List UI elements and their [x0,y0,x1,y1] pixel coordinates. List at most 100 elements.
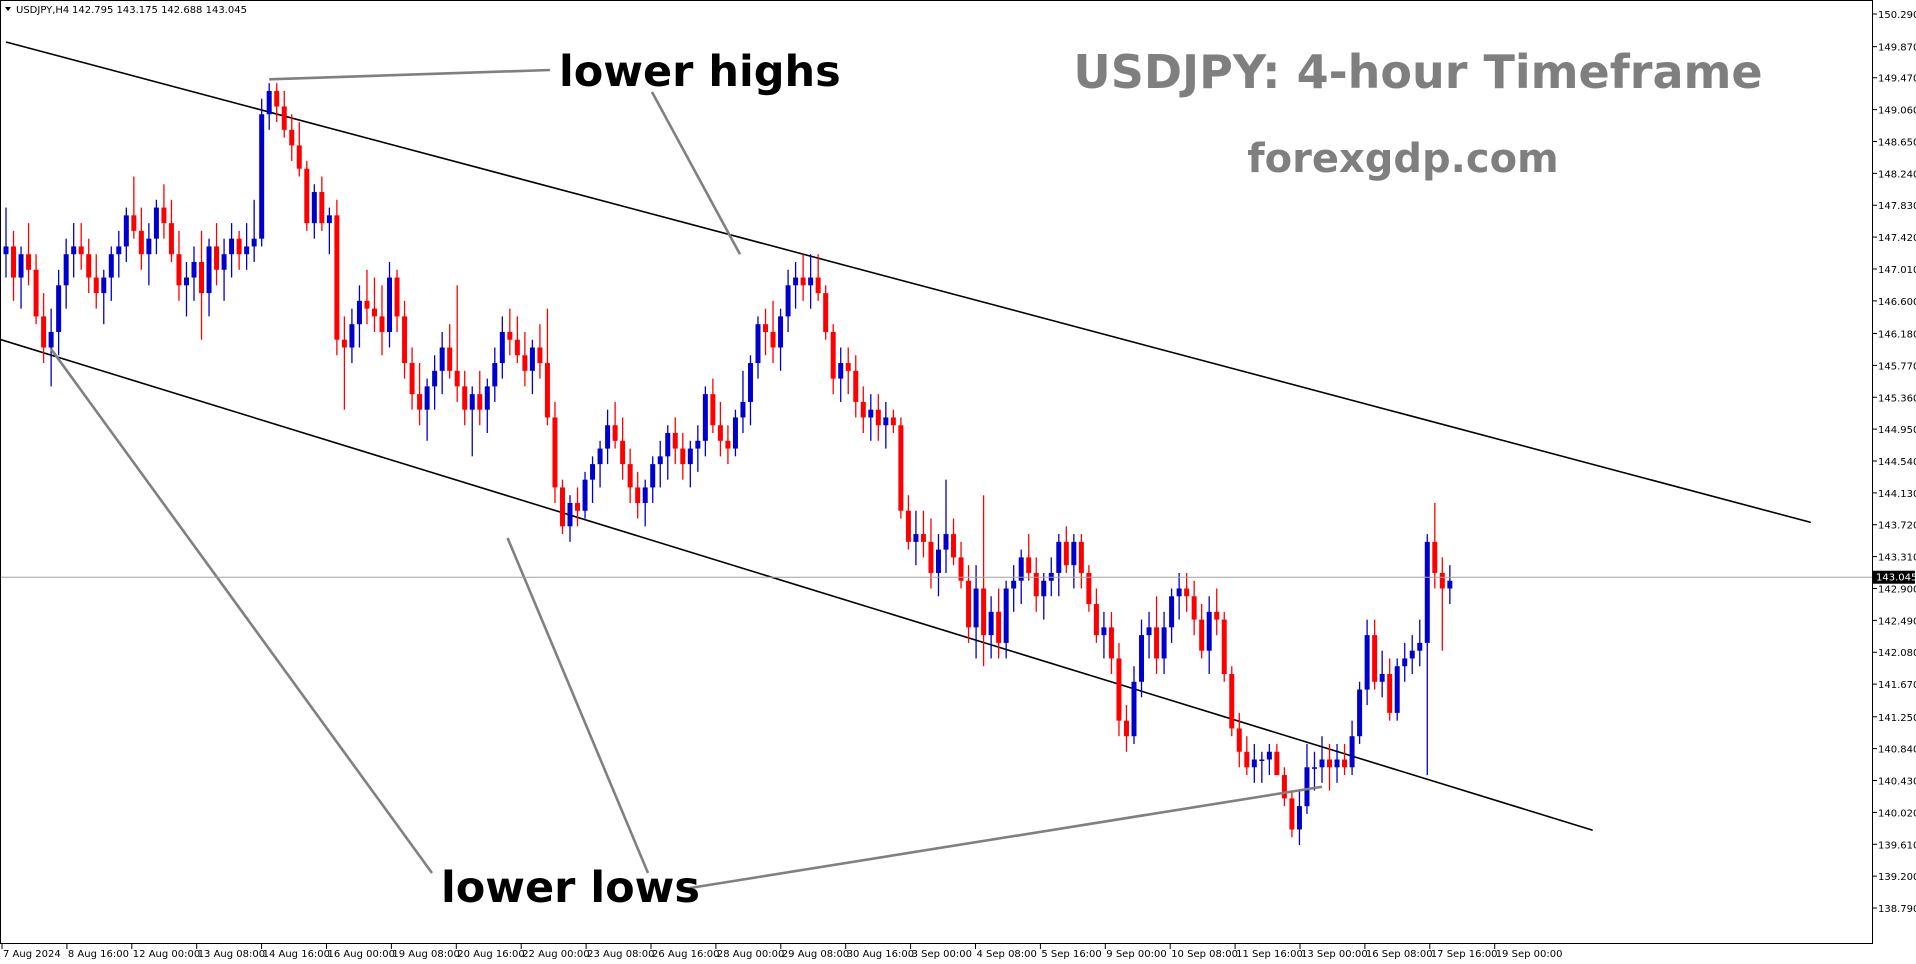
candle [966,565,972,643]
candle [695,425,701,472]
time-tick-label: 17 Sep 16:00 [1431,949,1498,960]
price-tick-label: 148.650 [1878,137,1916,148]
candle [1379,650,1385,698]
candle [612,401,618,449]
candle [101,269,107,325]
candle [1334,743,1340,783]
candle [424,378,430,441]
candle [86,238,92,294]
candle [1176,572,1182,620]
candle [334,199,340,356]
candle [1327,743,1333,791]
candle [1274,743,1280,776]
time-tick-label: 22 Aug 00:00 [522,949,589,960]
chart-menu-triangle-icon[interactable] [5,7,11,11]
price-tick-label: 144.130 [1878,489,1916,500]
candle [763,308,769,356]
candle [18,246,24,309]
candle [537,324,543,379]
candle [755,316,761,379]
price-tick-label: 143.720 [1878,521,1916,532]
candle [1402,642,1408,682]
candle [387,261,393,348]
candle [1424,534,1430,776]
candle [492,347,498,402]
candle [409,347,415,410]
annotation-lower-highs: lower highs [559,47,841,97]
candle [898,417,904,519]
price-tick-label: 141.670 [1878,680,1916,691]
candle [642,479,648,527]
candle [1259,751,1265,783]
candle [469,386,475,457]
price-tick-label: 142.900 [1878,584,1916,595]
candle [522,331,528,387]
candle [259,98,265,247]
candle [590,456,596,503]
candle [281,90,287,138]
time-tick-label: 26 Aug 16:00 [652,949,719,960]
time-tick-label: 13 Aug 08:00 [198,949,265,960]
candle [1078,534,1084,589]
current-price-label: 143.045 [1876,573,1916,584]
candle [1221,611,1227,682]
candle [627,448,633,503]
candle [1056,534,1062,597]
candle [191,246,197,301]
candle [311,184,317,239]
price-axis[interactable]: 150.290 149.870 149.470 149.060 148.650 148.2… [1872,10,1916,915]
pointer-lower-low-3 [689,785,1323,890]
time-tick-label: 10 Sep 08:00 [1171,949,1238,960]
candle [206,238,212,317]
pointer-lower-low-1 [50,348,434,874]
candle [1281,767,1287,807]
candle [868,394,874,441]
candle [1439,557,1445,651]
candle [1184,572,1190,612]
candle [56,269,62,356]
candle [123,207,129,262]
candle [672,417,678,465]
time-tick-label: 29 Aug 08:00 [782,949,849,960]
price-tick-label: 140.020 [1878,808,1916,819]
candle [597,440,603,488]
price-tick-label: 138.790 [1878,904,1916,915]
candle [514,316,520,364]
price-tick-label: 145.770 [1878,361,1916,372]
candle [1154,596,1160,675]
candle [725,425,731,465]
candle [11,230,17,301]
candle [183,261,189,317]
candle [1409,635,1415,675]
price-tick-label: 142.490 [1878,616,1916,627]
price-tick-label: 144.540 [1878,457,1916,468]
candle [1214,588,1220,636]
candle [1131,666,1137,744]
candle [1266,743,1272,776]
candle [778,308,784,371]
candle [499,316,505,379]
candle [575,487,581,527]
candle [1123,705,1129,752]
candle [665,425,671,480]
candle [793,261,799,309]
channel-line-upper[interactable] [5,41,1812,524]
channel-line-lower[interactable] [0,332,1593,832]
candle [1342,743,1348,776]
candle [364,269,370,325]
candle [41,293,47,364]
candle [402,300,408,379]
time-tick-label: 14 Aug 16:00 [263,949,330,960]
candle [1093,588,1099,643]
price-tick-label: 146.600 [1878,297,1916,308]
candle [199,230,205,340]
candle [1139,619,1145,698]
candle [1289,790,1295,838]
price-tick-label: 142.080 [1878,648,1916,659]
candle [1206,596,1212,675]
candle [379,285,385,356]
candle [1304,743,1310,814]
candle [1364,619,1370,706]
